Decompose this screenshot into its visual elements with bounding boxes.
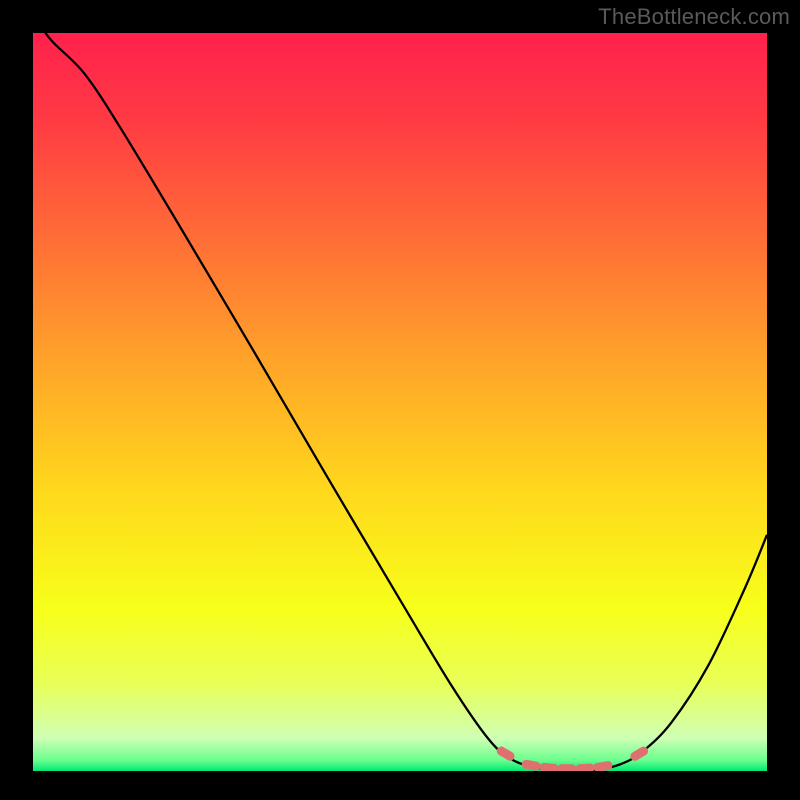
optimal-range-marker-2 [635,751,644,756]
plot-svg [33,33,767,771]
plot-area [33,33,767,771]
optimal-range-marker-0 [501,751,510,756]
figure-stage: TheBottleneck.com [0,0,800,800]
attribution-text: TheBottleneck.com [598,4,790,30]
optimal-range-marker-1 [526,764,613,768]
gradient-background [33,33,767,771]
